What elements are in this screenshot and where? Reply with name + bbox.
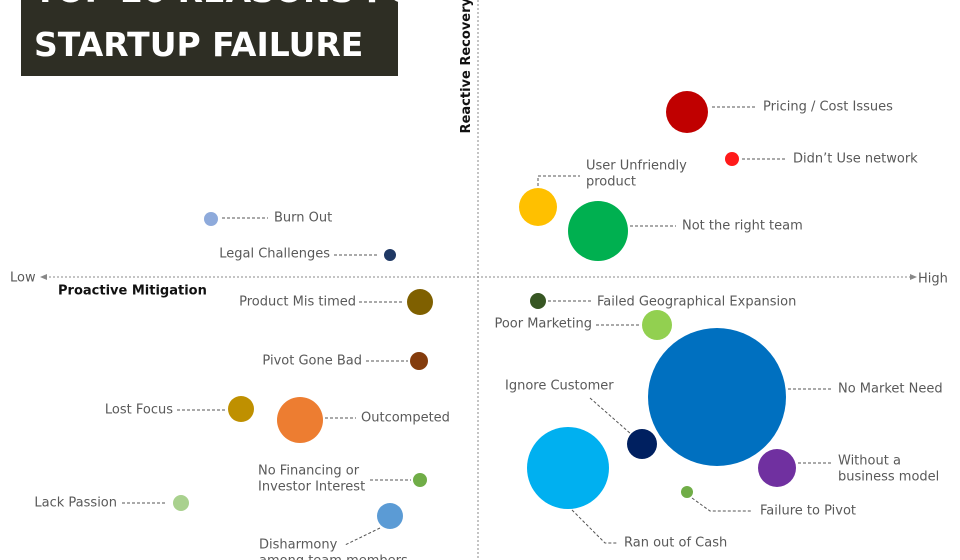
reason-label: No Financing or [258,464,360,479]
title-box [21,0,398,76]
reason-label: Poor Marketing [494,317,592,332]
bubble [527,427,609,509]
connector [571,509,618,544]
reason-label: Ran out of Cash [624,536,727,551]
arrow [40,274,47,280]
bubble [568,201,628,261]
bubble [204,212,218,226]
bubble [642,310,672,340]
x-axis-label: Proactive Mitigation [58,284,207,299]
bubble [407,289,433,315]
bubble [228,396,254,422]
reason-label: User Unfriendly [586,159,687,174]
reason-label: Burn Out [274,211,332,226]
bubble [519,188,557,226]
axis-high: High [918,272,948,287]
reason-label: Failure to Pivot [760,504,856,519]
reason-label: Lost Focus [105,403,173,418]
bubble [413,473,427,487]
reason-label: Product Mis timed [239,295,356,310]
reason-label: Failed Geographical Expansion [597,295,796,310]
bubble [666,91,708,133]
bubble [173,495,189,511]
reason-label: Without a [838,454,901,469]
bubble [725,152,739,166]
bubble [648,328,786,466]
reason-label: Not the right team [682,219,803,234]
bubble [384,249,396,261]
title-line: TOP 20 REASONS FOR [34,0,442,10]
reason-label: Investor Interest [258,480,365,495]
bubble [627,429,657,459]
reason-label: Outcompeted [361,411,450,426]
reason-label: product [586,175,636,190]
reason-label: No Market Need [838,382,943,397]
reason-label: Legal Challenges [219,247,330,262]
bubble [410,352,428,370]
title-line: STARTUP FAILURE [34,25,363,64]
connector [691,497,752,512]
bubble [758,449,796,487]
reason-label: Lack Passion [34,496,117,511]
reason-label: Pricing / Cost Issues [763,100,893,115]
reason-label: among team members [259,554,408,560]
bubble [681,486,693,498]
reason-label: Disharmony [259,538,338,553]
bubble [530,293,546,309]
bubble [377,503,403,529]
bubble [277,397,323,443]
axis-low: Low [10,271,36,286]
connector [344,527,381,546]
connector [537,175,580,186]
reason-label: Pivot Gone Bad [262,354,362,369]
reason-label: Ignore Customer [505,379,614,394]
reason-label: business model [838,470,939,485]
reason-label: Didn’t Use network [793,152,918,167]
connector [589,397,632,435]
y-axis-label: Reactive Recovery [459,0,474,133]
arrow [910,274,917,280]
